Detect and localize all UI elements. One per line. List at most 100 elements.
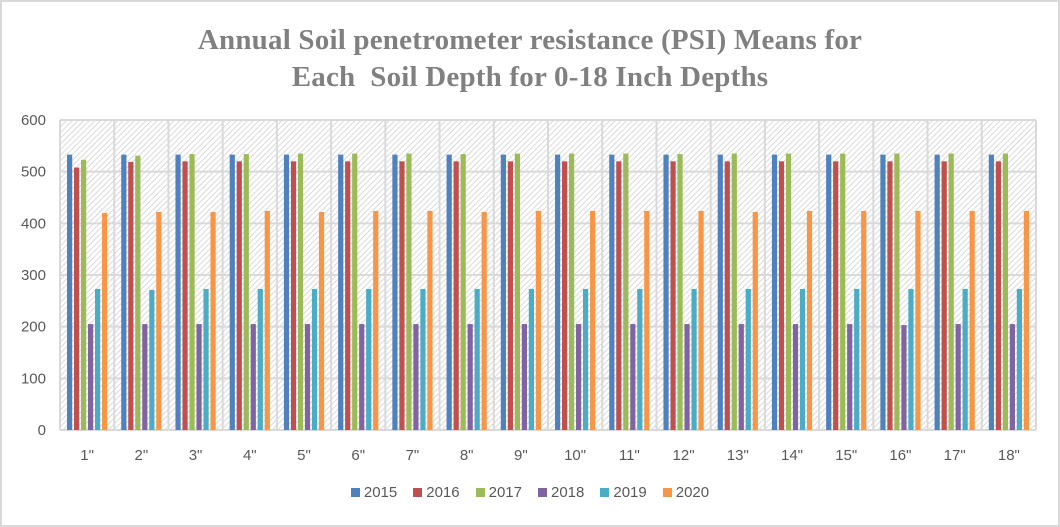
- legend-label: 2018: [551, 484, 585, 501]
- y-tick-label: 500: [21, 164, 46, 181]
- bar-2016-5: [345, 161, 351, 431]
- bar-2015-6: [392, 154, 398, 430]
- bar-2020-4: [318, 211, 325, 430]
- bar-2019-3: [257, 288, 263, 430]
- bar-2018-6: [413, 324, 419, 430]
- bar-2019-12: [745, 288, 751, 430]
- bar-2015-2: [175, 154, 181, 430]
- x-tick-label: 8": [460, 447, 474, 464]
- legend-label: 2015: [363, 484, 398, 501]
- bar-2017-5: [352, 153, 358, 431]
- legend-swatch: [475, 488, 485, 497]
- legend-swatch: [538, 488, 547, 497]
- y-tick-label: 600: [21, 112, 46, 129]
- x-tick-label: 12": [673, 447, 695, 464]
- bar-2019-9: [583, 288, 589, 430]
- bar-2018-17: [1009, 324, 1015, 430]
- bar-2020-16: [969, 210, 975, 430]
- chart-title-line1: Annual Soil penetrometer resistance (PSI…: [197, 24, 863, 56]
- bar-2019-1: [149, 289, 155, 430]
- bar-2015-13: [771, 154, 778, 430]
- bar-2015-9: [555, 154, 561, 430]
- bar-2017-13: [785, 153, 792, 431]
- y-tick-label: 0: [38, 422, 46, 439]
- bar-2017-2: [189, 154, 195, 430]
- bar-2019-4: [311, 288, 318, 430]
- chart-title: Annual Soil penetrometer resistance (PSI…: [0, 22, 1060, 96]
- bar-2017-9: [569, 153, 575, 431]
- bar-2018-10: [630, 324, 636, 430]
- bar-2016-3: [236, 161, 242, 431]
- bar-2015-11: [663, 154, 669, 430]
- bar-2018-16: [955, 324, 961, 430]
- bar-2020-3: [264, 210, 270, 430]
- bar-2017-4: [297, 153, 304, 431]
- bar-2015-16: [934, 154, 940, 430]
- bar-2015-15: [880, 154, 886, 430]
- bar-2019-15: [908, 288, 914, 430]
- legend-label: 2016: [426, 484, 460, 501]
- bar-2019-6: [420, 288, 426, 430]
- bar-2019-11: [691, 288, 697, 430]
- bar-2018-9: [576, 324, 582, 430]
- bar-2018-11: [684, 324, 690, 430]
- bar-2019-17: [1016, 288, 1022, 430]
- bar-2015-5: [338, 154, 344, 430]
- bar-2018-2: [196, 324, 202, 430]
- bar-2020-5: [373, 210, 379, 430]
- bar-2018-14: [847, 324, 853, 430]
- bar-2017-11: [677, 154, 683, 430]
- bar-2017-12: [731, 153, 737, 431]
- bar-2020-7: [481, 211, 487, 430]
- legend-swatch: [413, 488, 423, 497]
- bar-2019-2: [203, 288, 209, 430]
- legend-item-2020: 2020: [662, 484, 709, 501]
- x-tick-label: 10": [564, 447, 586, 464]
- bar-2017-1: [135, 155, 141, 430]
- bar-2020-9: [590, 210, 596, 430]
- legend-swatch: [662, 488, 672, 497]
- x-tick-label: 15": [835, 447, 857, 464]
- bar-2017-8: [514, 153, 520, 431]
- bar-2017-17: [1002, 153, 1008, 431]
- x-tick-label: 6": [351, 447, 365, 464]
- bar-2015-3: [229, 154, 235, 430]
- bar-2017-7: [460, 154, 466, 430]
- x-tick-label: 2": [134, 447, 148, 464]
- bar-2020-6: [427, 210, 433, 430]
- legend: 2015 2016 2017 2018 2019 2020: [0, 484, 1060, 501]
- x-tick-label: 13": [727, 447, 749, 464]
- bar-2019-0: [95, 288, 101, 430]
- bar-2016-12: [724, 161, 730, 431]
- bar-2018-3: [250, 324, 256, 430]
- bar-2020-10: [644, 210, 650, 430]
- bar-2016-2: [182, 161, 188, 431]
- bar-2018-13: [792, 324, 799, 430]
- bar-2018-0: [88, 324, 94, 430]
- bar-2018-7: [467, 324, 473, 430]
- bar-2015-12: [717, 154, 723, 430]
- x-tick-label: 9": [514, 447, 528, 464]
- bar-2015-7: [446, 154, 452, 430]
- bar-2019-16: [962, 288, 968, 430]
- legend-item-2016: 2016: [413, 484, 460, 501]
- bar-2020-11: [698, 210, 704, 430]
- x-tick-label: 16": [889, 447, 911, 464]
- bar-2020-1: [156, 211, 162, 430]
- legend-label: 2017: [488, 484, 522, 501]
- bar-2015-1: [121, 154, 127, 430]
- chart-title-line2: Each Soil Depth for 0-18 Inch Depths: [291, 61, 769, 93]
- y-tick-label: 100: [21, 370, 46, 387]
- bar-2016-1: [128, 161, 134, 430]
- bar-2016-11: [670, 161, 676, 431]
- bar-2017-14: [840, 153, 846, 431]
- x-tick-label: 7": [406, 447, 420, 464]
- bar-2018-5: [359, 324, 365, 430]
- bar-2019-7: [474, 288, 480, 430]
- y-tick-label: 400: [21, 215, 46, 232]
- bar-2018-12: [738, 324, 744, 430]
- bar-2016-16: [941, 161, 947, 431]
- legend-swatch: [600, 488, 610, 497]
- bar-2016-15: [887, 161, 893, 431]
